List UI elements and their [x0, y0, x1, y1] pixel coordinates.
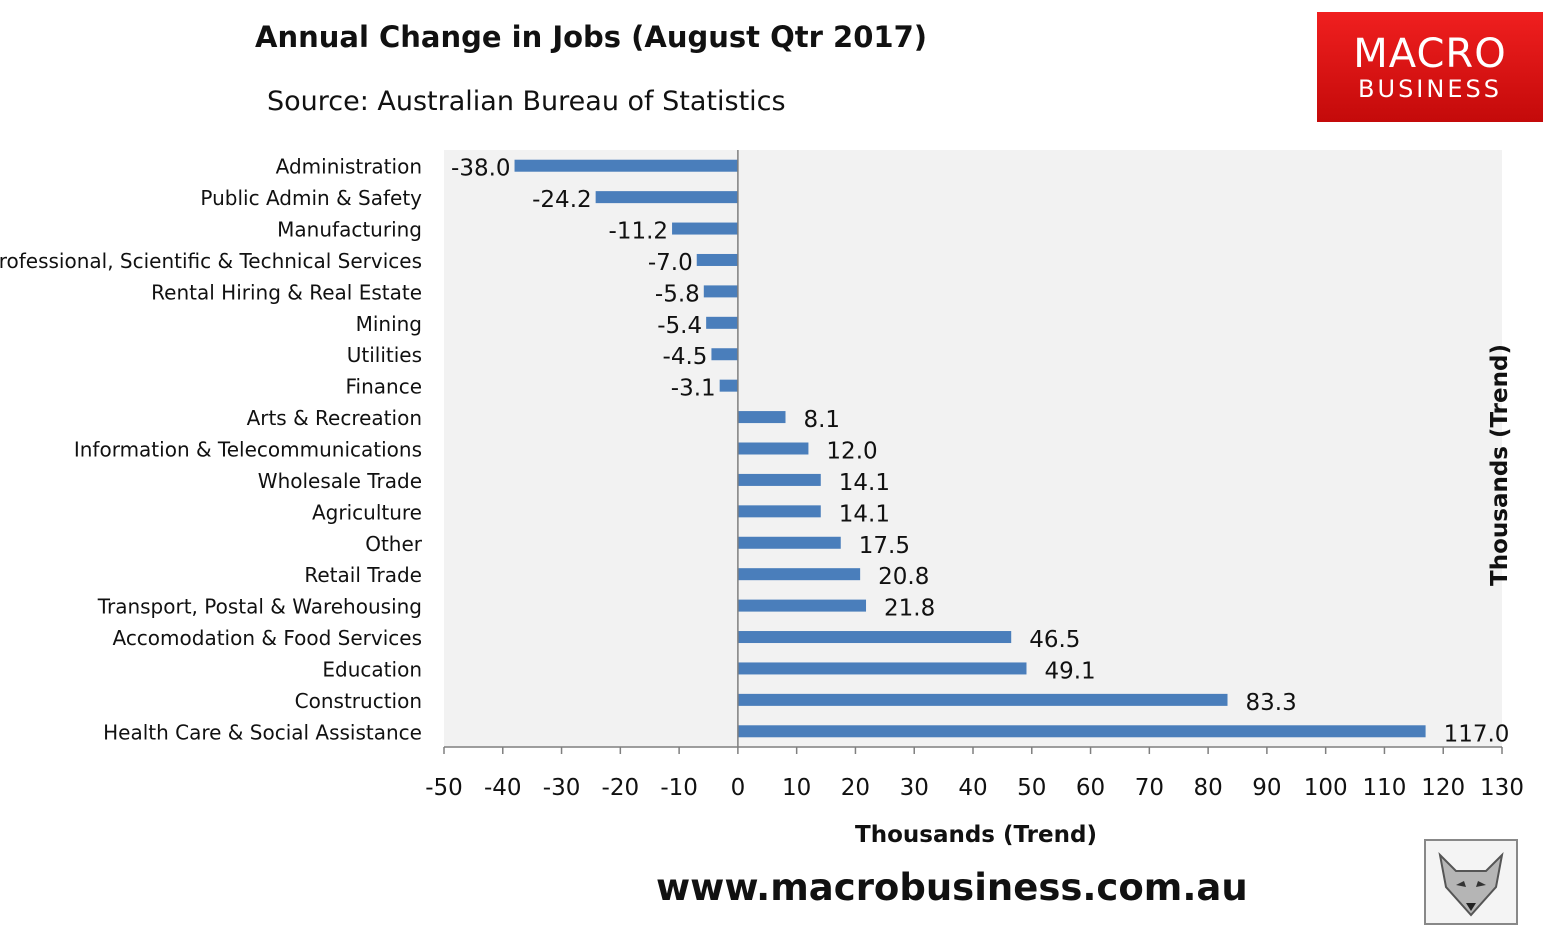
data-label: 83.3: [1246, 690, 1297, 716]
logo-line-1: MACRO: [1353, 31, 1507, 77]
macrobusiness-logo: MACRO BUSINESS: [1317, 12, 1543, 122]
x-tick-label: 10: [782, 775, 811, 801]
data-label: 46.5: [1029, 627, 1080, 653]
bar: [737, 725, 1426, 738]
bar: [737, 662, 1027, 675]
category-label: Construction: [295, 689, 422, 713]
bar: [737, 568, 861, 581]
data-label: -5.8: [655, 281, 700, 307]
category-label: Transport, Postal & Warehousing: [97, 595, 422, 619]
category-label: Administration: [276, 155, 422, 179]
bar: [672, 222, 738, 235]
bar: [737, 536, 841, 549]
data-label: 14.1: [839, 470, 890, 496]
x-axis: -50 -40 -30 -20 -10 0 10 20 30 40 50 60 70 80 90 100 110…: [425, 150, 1524, 801]
bar: [737, 505, 821, 518]
category-label: Manufacturing: [277, 218, 422, 242]
category-label: Health Care & Social Assistance: [103, 720, 422, 744]
category-label: Education: [322, 657, 422, 681]
logo-line-2: BUSINESS: [1358, 75, 1502, 103]
bar: [719, 379, 738, 392]
data-label: -3.1: [671, 376, 716, 402]
data-label: -24.2: [532, 187, 592, 213]
fox-logo: [1424, 839, 1518, 925]
category-label: Information & Telecommunications: [74, 438, 422, 462]
x-tick-label: 120: [1421, 775, 1465, 801]
data-label: -4.5: [663, 344, 708, 370]
category-label: Utilities: [347, 343, 422, 367]
data-label: -11.2: [609, 219, 669, 245]
bar: [595, 191, 738, 204]
bar: [706, 316, 738, 329]
data-label: -38.0: [451, 156, 511, 182]
fox-icon: [1438, 852, 1504, 917]
x-tick-label: 80: [1193, 775, 1222, 801]
x-tick-label: 130: [1480, 775, 1524, 801]
bar: [737, 693, 1228, 706]
chart-title: Annual Change in Jobs (August Qtr 2017): [255, 20, 928, 54]
data-label: 49.1: [1044, 658, 1095, 684]
category-label: Rental Hiring & Real Estate: [151, 280, 422, 304]
x-tick-label: -10: [660, 775, 698, 801]
data-label: 14.1: [839, 501, 890, 527]
category-labels-group: Administration Public Admin & Safety Manuf…: [0, 155, 423, 745]
x-tick-label: 40: [958, 775, 987, 801]
data-label: -5.4: [657, 313, 702, 339]
category-label: Finance: [345, 375, 422, 399]
plot-area: [444, 150, 1502, 747]
category-label: Accomodation & Food Services: [112, 626, 422, 650]
x-tick-label: -20: [602, 775, 640, 801]
x-tick-label: 30: [900, 775, 929, 801]
bar: [703, 285, 738, 298]
x-tick-label: 20: [841, 775, 870, 801]
x-axis-title: Thousands (Trend): [855, 822, 1097, 848]
data-label: 117.0: [1444, 721, 1510, 747]
bar: [696, 253, 738, 266]
x-tick-label: 100: [1304, 775, 1348, 801]
data-label: 12.0: [826, 439, 877, 465]
data-labels-group: -38.0 -24.2 -11.2 -7.0 -5.8 -5.4 -4.5 -3.1 8.1 12…: [451, 156, 1509, 748]
category-label: Public Admin & Safety: [200, 186, 422, 210]
chart-subtitle: Source: Australian Bureau of Statistics: [267, 86, 786, 117]
x-tick-label: 60: [1076, 775, 1105, 801]
x-tick-label: 0: [731, 775, 746, 801]
bar: [711, 348, 738, 361]
category-label: Mining: [356, 312, 422, 336]
x-tick-label: 110: [1362, 775, 1406, 801]
x-tick-label: 90: [1252, 775, 1281, 801]
bar: [737, 473, 821, 486]
website-url: www.macrobusiness.com.au: [656, 866, 1248, 909]
bar: [514, 159, 738, 172]
category-label: Agriculture: [312, 500, 422, 524]
bars-group: [514, 159, 1426, 738]
x-tick-label: 50: [1017, 775, 1046, 801]
data-label: -7.0: [648, 250, 693, 276]
x-tick-label: -40: [484, 775, 522, 801]
bar: [737, 599, 867, 612]
data-label: 21.8: [884, 596, 935, 622]
y-axis-title: Thousands (Trend): [1487, 344, 1513, 586]
data-label: 20.8: [878, 564, 929, 590]
x-tick-label: -50: [425, 775, 463, 801]
bar: [737, 411, 786, 424]
bar: [737, 631, 1012, 644]
category-label: Arts & Recreation: [247, 406, 422, 430]
x-tick-label: 70: [1135, 775, 1164, 801]
data-label: 17.5: [859, 533, 910, 559]
bar: [737, 442, 809, 455]
category-label: Wholesale Trade: [258, 469, 422, 493]
category-label: Retail Trade: [304, 563, 422, 587]
x-tick-label: -30: [543, 775, 581, 801]
data-label: 8.1: [803, 407, 840, 433]
category-label: Professional, Scientific & Technical Ser…: [0, 249, 422, 273]
category-label: Other: [365, 532, 423, 556]
